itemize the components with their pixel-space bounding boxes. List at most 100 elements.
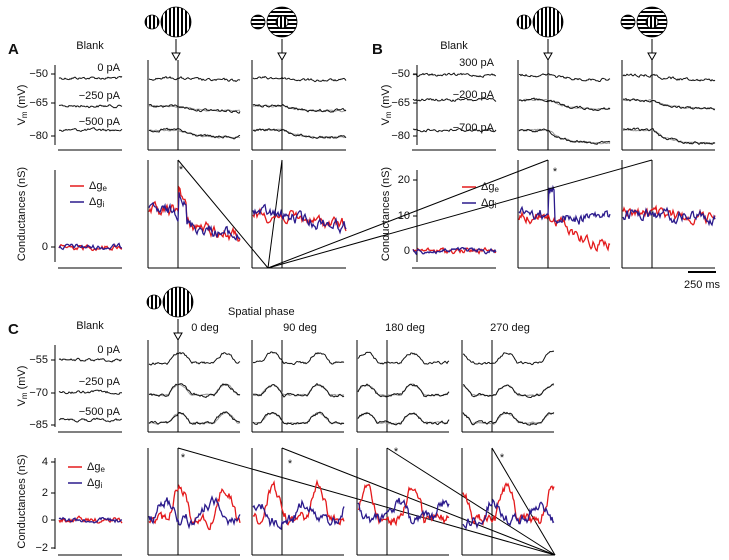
grating-bar	[267, 31, 297, 33]
conductance-trace	[148, 192, 241, 241]
grating-bar	[267, 35, 297, 37]
y-tick-label: −65	[391, 97, 410, 109]
y-tick-label: −80	[391, 130, 410, 142]
conductance-trace	[622, 206, 716, 227]
legend-sub: e	[100, 465, 105, 474]
conductance-trace	[58, 516, 123, 524]
y-tick-label: −55	[29, 354, 48, 366]
vm-trace	[148, 103, 241, 114]
grating-bar	[637, 11, 667, 13]
grating-bg	[251, 15, 265, 29]
current-label: −500 pA	[79, 116, 121, 128]
y-axis-label: Conductances (nS)	[16, 167, 28, 261]
conductance-trace	[518, 184, 611, 225]
grating-bar	[161, 7, 163, 37]
y-tick-label: −80	[29, 130, 48, 142]
legend-label: Δgi	[87, 477, 102, 490]
vm-trace	[148, 127, 241, 140]
vm-trace	[412, 97, 497, 103]
conductance-trace	[252, 478, 345, 526]
grating	[163, 287, 193, 317]
y-tick-label: −70	[29, 387, 48, 399]
conductance-trace	[462, 498, 555, 530]
grating-bar	[151, 295, 153, 309]
grating-bar	[637, 31, 667, 33]
label-main: V	[16, 398, 28, 406]
x-axis	[386, 447, 556, 556]
y-axis-label: Vm (mV)	[16, 85, 29, 126]
vm-trace	[357, 383, 450, 398]
x-axis	[267, 159, 653, 269]
y-tick-label: −65	[29, 97, 48, 109]
label-main: V	[380, 117, 392, 125]
conductance-trace	[58, 242, 122, 251]
grating-edge	[516, 14, 532, 30]
vm-trace	[518, 97, 611, 112]
grating-bg	[163, 287, 193, 317]
grating-bar	[167, 287, 169, 317]
y-tick-label: 20	[398, 174, 410, 186]
grating-edge	[266, 6, 298, 38]
scale-bar-label: 250 ms	[684, 279, 721, 291]
grating-bg	[145, 15, 159, 29]
vm-trace	[58, 104, 123, 109]
label-unit: (mV)	[380, 85, 392, 109]
grating-bar	[545, 7, 547, 37]
current-label: −700 pA	[453, 122, 495, 134]
grating-bar	[183, 287, 185, 317]
grating	[533, 7, 563, 37]
blank-label: Blank	[76, 40, 104, 52]
conductance-trace	[462, 482, 555, 527]
grating-bar	[549, 7, 551, 37]
grating-bar	[179, 287, 181, 317]
conductance-trace	[58, 243, 123, 252]
grating-bar	[537, 7, 539, 37]
panel-label: A	[8, 41, 19, 58]
vm-trace	[252, 128, 347, 139]
vm-trace	[58, 417, 122, 423]
grating-bar	[147, 295, 149, 309]
fit-trace	[518, 98, 611, 111]
grating-edge	[636, 6, 668, 38]
y-tick-label: 4	[42, 456, 48, 468]
grating-bg	[533, 7, 563, 37]
arrow-head	[543, 52, 553, 62]
vm-trace	[148, 411, 241, 425]
vm-trace	[357, 412, 450, 426]
grating-edge	[620, 14, 636, 30]
asterisk: *	[500, 452, 505, 464]
grating-bar	[159, 295, 161, 309]
asterisk: *	[394, 446, 399, 458]
asterisk: *	[553, 166, 558, 178]
y-axis-label: Conductances (nS)	[16, 454, 28, 548]
grating-bar	[175, 287, 177, 317]
vm-trace	[518, 128, 611, 146]
grating	[251, 15, 265, 29]
grating-bar	[189, 7, 191, 37]
y-tick-label: 0	[404, 245, 410, 257]
center	[276, 16, 288, 28]
vm-trace	[58, 357, 123, 363]
asterisk: *	[288, 458, 293, 470]
vm-trace	[412, 72, 497, 78]
y-axis-label: Vm (mV)	[16, 366, 29, 407]
center-bar	[284, 16, 286, 28]
grating-bar	[621, 15, 635, 17]
current-label: 0 pA	[97, 62, 120, 74]
grating-bar	[165, 7, 167, 37]
conductance-trace	[357, 497, 450, 525]
vm-trace	[462, 383, 555, 398]
grating-bg	[161, 7, 191, 37]
legend-label: Δge	[89, 180, 107, 193]
grating	[161, 7, 191, 37]
grating-bar	[149, 15, 151, 29]
grating-bar	[621, 27, 635, 29]
vm-trace	[58, 75, 123, 81]
vm-trace	[622, 73, 716, 82]
grating-bar	[153, 15, 155, 29]
fit-trace	[622, 98, 716, 110]
grating-bar	[251, 27, 265, 29]
center-bar	[276, 16, 278, 28]
grating-edge	[144, 14, 160, 30]
y-tick-label: 0	[42, 514, 48, 526]
